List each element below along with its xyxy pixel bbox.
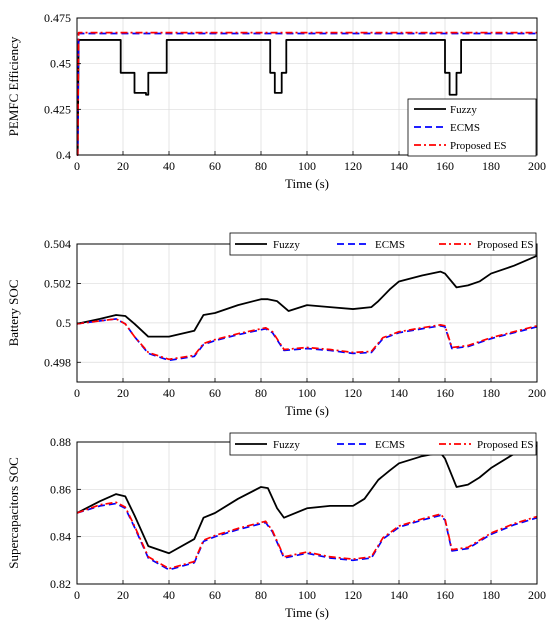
x-tick-label: 160 — [436, 386, 454, 400]
legend-label-ecms: ECMS — [375, 439, 405, 451]
battery-soc-chart: 0 20 40 60 80 100 120 140 160 180 200 0.498 0.5 0.502… — [6, 232, 546, 418]
y-tick-label: 0.84 — [50, 530, 71, 544]
x-tick-label: 120 — [344, 386, 362, 400]
x-tick-label: 20 — [117, 588, 129, 602]
x-tick-label: 180 — [482, 588, 500, 602]
x-tick-label: 180 — [482, 386, 500, 400]
series-line-fuzzy — [77, 39, 537, 156]
supercapacitor-soc-chart: 0 20 40 60 80 100 120 140 160 180 200 0.82 0.84 0.86 0… — [6, 432, 546, 620]
legend-label-fuzzy: Fuzzy — [273, 239, 300, 251]
y-tick-label: 0.475 — [44, 11, 71, 25]
legend-label-ecms: ECMS — [450, 122, 480, 134]
x-tick-label: 120 — [344, 159, 362, 173]
x-tick-label: 0 — [74, 159, 80, 173]
y-tick-label: 0.82 — [50, 577, 71, 591]
legend-label-fuzzy: Fuzzy — [450, 104, 477, 116]
x-tick-label: 0 — [74, 386, 80, 400]
y-axis-label: Battery SOC — [6, 280, 21, 347]
series-line-fuzzy — [77, 444, 537, 555]
y-tick-label: 0.504 — [44, 237, 71, 251]
legend-label-proposed-es: Proposed ES — [477, 239, 534, 251]
y-tick-label: 0.4 — [56, 148, 71, 162]
y-tick-label: 0.88 — [50, 435, 71, 449]
x-tick-label: 20 — [117, 159, 129, 173]
y-tick-label: 0.86 — [50, 482, 71, 496]
x-tick-label: 140 — [390, 386, 408, 400]
series-line-proposed-es — [77, 501, 537, 570]
x-tick-label: 80 — [255, 159, 267, 173]
x-tick-label: 160 — [436, 588, 454, 602]
x-tick-label: 20 — [117, 386, 129, 400]
x-tick-label: 60 — [209, 159, 221, 173]
x-tick-label: 200 — [528, 588, 546, 602]
legend-label-proposed-es: Proposed ES — [477, 439, 534, 451]
y-tick-label: 0.502 — [44, 276, 71, 290]
x-axis-label: Time (s) — [285, 403, 329, 418]
y-tick-label: 0.498 — [44, 355, 71, 369]
y-tick-label: 0.45 — [50, 57, 71, 71]
x-tick-label: 100 — [298, 159, 316, 173]
x-tick-label: 160 — [436, 159, 454, 173]
x-axis-label: Time (s) — [285, 176, 329, 191]
x-tick-label: 0 — [74, 588, 80, 602]
x-tick-label: 200 — [528, 386, 546, 400]
legend-box — [229, 432, 537, 456]
x-tick-label: 200 — [528, 159, 546, 173]
x-tick-label: 120 — [344, 588, 362, 602]
x-tick-label: 180 — [482, 159, 500, 173]
legend-label-proposed-es: Proposed ES — [450, 140, 507, 152]
x-tick-label: 60 — [209, 588, 221, 602]
y-tick-label: 0.425 — [44, 102, 71, 116]
y-axis-label: PEMFC Efficiency — [6, 36, 21, 136]
series-line-proposed-es — [77, 318, 537, 361]
x-tick-label: 100 — [298, 386, 316, 400]
x-tick-label: 60 — [209, 386, 221, 400]
y-tick-label: 0.5 — [56, 316, 71, 330]
legend-label-fuzzy: Fuzzy — [273, 439, 300, 451]
legend-label-ecms: ECMS — [375, 239, 405, 251]
efficiency-chart: 0 20 40 60 80 100 120 140 160 180 200 0.4 0.425 0.45 0… — [6, 11, 546, 191]
x-tick-label: 140 — [390, 588, 408, 602]
x-axis-label: Time (s) — [285, 605, 329, 620]
y-axis-label: Supercapacitors SOC — [6, 457, 21, 569]
x-tick-label: 100 — [298, 588, 316, 602]
x-tick-label: 80 — [255, 386, 267, 400]
legend-box — [229, 232, 537, 256]
x-tick-label: 40 — [163, 386, 175, 400]
x-tick-label: 40 — [163, 588, 175, 602]
x-tick-label: 140 — [390, 159, 408, 173]
x-tick-label: 80 — [255, 588, 267, 602]
series-line-fuzzy — [77, 255, 537, 338]
x-tick-label: 40 — [163, 159, 175, 173]
